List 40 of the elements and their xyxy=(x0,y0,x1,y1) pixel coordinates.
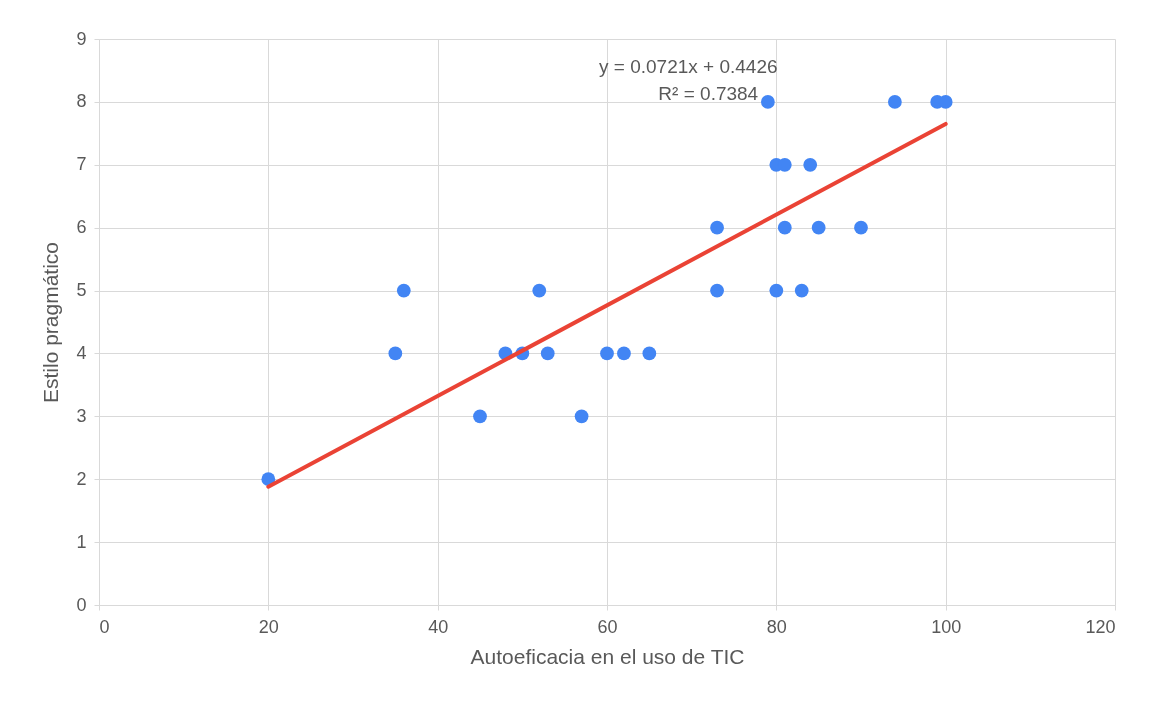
y-tick-label: 0 xyxy=(76,594,87,615)
y-tick-label: 5 xyxy=(76,280,87,301)
x-tick-label: 20 xyxy=(258,616,279,637)
point xyxy=(600,346,614,361)
point xyxy=(532,283,547,298)
point xyxy=(617,346,631,361)
x-tick-label: 0 xyxy=(99,616,110,637)
point xyxy=(760,95,775,109)
point xyxy=(710,220,724,235)
point xyxy=(803,157,818,172)
x-tick-label: 120 xyxy=(1085,616,1116,637)
y-tick-label: 6 xyxy=(76,217,87,238)
point xyxy=(777,220,792,235)
annotation: y = 0.0721x + 0.4426 xyxy=(599,56,778,77)
point xyxy=(388,346,403,361)
point xyxy=(540,346,555,361)
x-tick-label: 40 xyxy=(428,616,449,637)
point xyxy=(887,95,902,109)
y-tick-label: 9 xyxy=(76,28,87,49)
point xyxy=(769,283,784,298)
annotation: R² = 0.7384 xyxy=(658,83,759,104)
point xyxy=(473,409,487,424)
point xyxy=(794,283,809,298)
y-tick-label: 2 xyxy=(76,468,87,489)
y-tick-label: 4 xyxy=(76,342,87,363)
x-tick-label: 80 xyxy=(766,616,787,637)
y-tick-label: 7 xyxy=(76,154,87,175)
y-tick-label: 3 xyxy=(76,405,87,426)
x-axis-title: Autoeficacia en el uso de TIC xyxy=(470,644,745,668)
point xyxy=(854,220,868,235)
point xyxy=(642,346,657,361)
point xyxy=(396,283,411,298)
point xyxy=(811,220,826,235)
y-tick-label: 1 xyxy=(76,531,87,552)
y-tick-label: 8 xyxy=(76,91,87,112)
y-axis-title: Estilo pragmático xyxy=(39,241,63,404)
point xyxy=(710,283,724,298)
x-tick-label: 100 xyxy=(931,616,962,637)
point xyxy=(574,409,589,424)
x-tick-label: 60 xyxy=(597,616,618,637)
